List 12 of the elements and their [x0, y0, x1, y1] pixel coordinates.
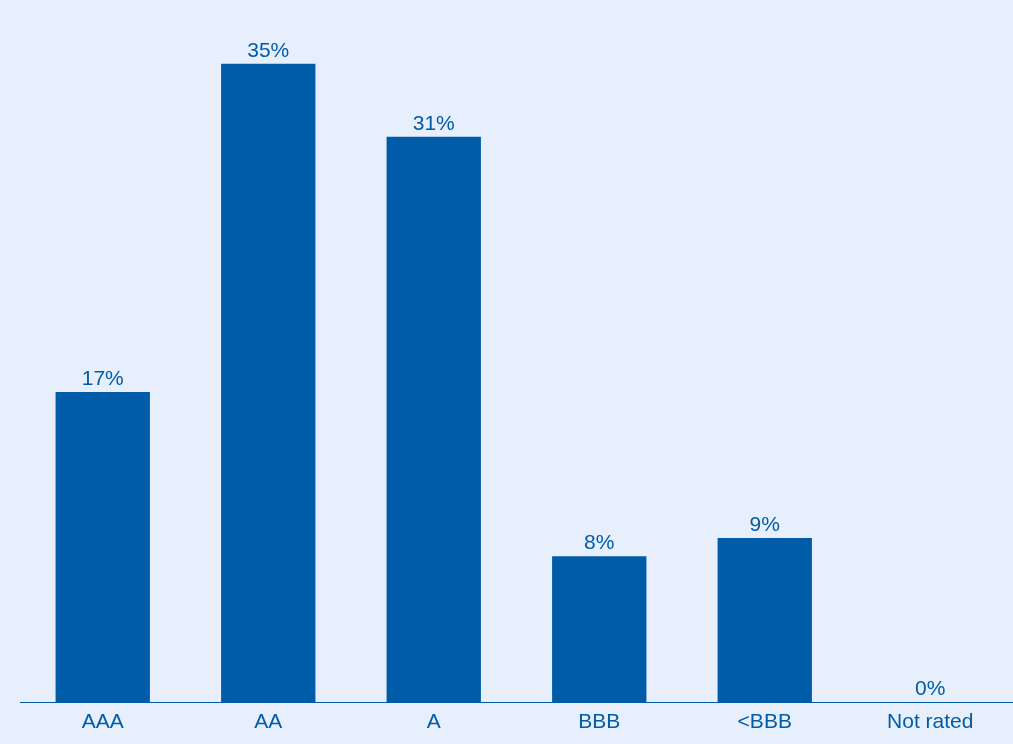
- x-tick-label: <BBB: [737, 709, 792, 733]
- data-label: 8%: [584, 530, 615, 554]
- data-label: 35%: [247, 37, 290, 61]
- x-tick-label: AA: [254, 709, 283, 733]
- data-label: 17%: [81, 366, 124, 390]
- x-tick-label: Not rated: [887, 709, 974, 733]
- data-label: 31%: [412, 110, 455, 134]
- data-label: 0%: [915, 676, 946, 699]
- data-label: 9%: [749, 511, 780, 535]
- x-tick-label: BBB: [578, 709, 621, 733]
- x-tick-label: A: [426, 709, 441, 733]
- x-tick-label: AAA: [81, 709, 124, 733]
